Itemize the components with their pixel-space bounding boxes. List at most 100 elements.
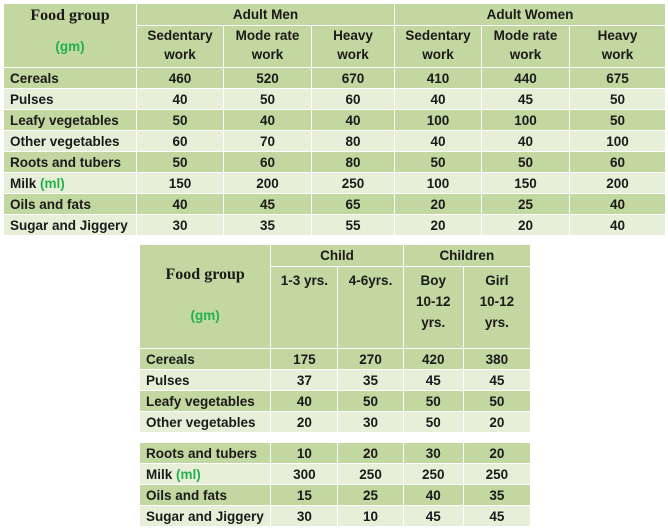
column-header: Sedentary work [394, 25, 483, 68]
group-header-adult-women: Adult Women [394, 3, 667, 26]
value-cell: 440 [481, 67, 571, 89]
value-cell: 50 [481, 151, 571, 173]
column-header: Heavy work [569, 25, 667, 68]
row-label: Oils and fats [3, 193, 137, 215]
value-cell: 60 [569, 151, 667, 173]
value-cell: 150 [136, 172, 224, 194]
column-header-line: Sedentary [405, 28, 471, 43]
row-label: Milk (ml) [3, 172, 137, 194]
value-cell: 50 [394, 151, 483, 173]
value-cell: 250 [337, 463, 404, 485]
child-requirements-table-continued: Roots and tubers 10 20 30 20 Milk (ml) 300 250 2… [138, 442, 532, 527]
value-cell: 100 [394, 172, 483, 194]
value-cell: 35 [223, 214, 312, 236]
value-cell: 50 [569, 109, 667, 131]
value-cell: 80 [310, 130, 396, 152]
table-row: Leafy vegetables 40 50 50 50 [138, 390, 532, 412]
food-name: Milk [10, 175, 37, 191]
table-row: Leafy vegetables 50 40 40 100 100 50 [3, 109, 667, 131]
column-header: 1-3 yrs. [270, 266, 339, 349]
value-cell: 20 [337, 442, 404, 464]
value-cell: 40 [270, 390, 339, 412]
table-row: Pulses 37 35 45 45 [138, 369, 532, 391]
column-header-line: 4-6yrs. [348, 273, 393, 288]
column-header-line: Mode rate [235, 28, 300, 43]
value-cell: 200 [569, 172, 667, 194]
value-cell: 45 [223, 193, 312, 215]
value-cell: 150 [481, 172, 571, 194]
value-cell: 20 [394, 214, 483, 236]
unit-label: (gm) [190, 308, 220, 323]
value-cell: 55 [310, 214, 396, 236]
column-header-line: Girl [485, 273, 509, 288]
value-cell: 20 [270, 411, 339, 433]
food-name: Leafy vegetables [146, 393, 255, 409]
value-cell: 100 [569, 130, 667, 152]
value-cell: 30 [270, 505, 339, 527]
row-label: Milk (ml) [138, 463, 272, 485]
food-group-title: Food group [30, 7, 110, 24]
value-cell: 40 [569, 214, 667, 236]
row-label: Sugar and Jiggery [3, 214, 137, 236]
column-header-row: Sedentary work Mode rate work Heavy work Seden… [3, 25, 667, 68]
value-cell: 250 [310, 172, 396, 194]
value-cell: 40 [481, 130, 571, 152]
row-label: Roots and tubers [3, 151, 137, 173]
column-header: Mode rate work [481, 25, 571, 68]
value-cell: 45 [402, 505, 464, 527]
value-cell: 460 [136, 67, 224, 89]
value-cell: 30 [136, 214, 224, 236]
group-header-child: Child [270, 244, 404, 267]
value-cell: 40 [394, 130, 483, 152]
value-cell: 50 [402, 390, 464, 412]
value-cell: 380 [462, 348, 532, 370]
value-cell: 20 [462, 411, 532, 433]
value-cell: 25 [337, 484, 404, 506]
value-cell: 50 [223, 88, 312, 110]
food-name: Pulses [146, 372, 190, 388]
value-cell: 35 [337, 369, 404, 391]
food-name: Sugar and Jiggery [146, 508, 264, 524]
value-cell: 250 [402, 463, 464, 485]
table-row: Milk (ml) 300 250 250 250 [138, 463, 532, 485]
table-row: Sugar and Jiggery 30 10 45 45 [138, 505, 532, 527]
value-cell: 10 [337, 505, 404, 527]
column-header-line: work [601, 47, 634, 62]
food-name: Cereals [146, 351, 195, 367]
row-label: Cereals [3, 67, 137, 89]
column-header: Mode rate work [223, 25, 312, 68]
value-cell: 250 [462, 463, 532, 485]
unit-label: (gm) [55, 39, 85, 54]
table-row: Cereals 175 270 420 380 [138, 348, 532, 370]
column-header-line: yrs. [421, 315, 446, 330]
value-cell: 20 [481, 214, 571, 236]
table-row: Oils and fats 15 25 40 35 [138, 484, 532, 506]
unit-label: (ml) [40, 175, 65, 191]
row-label: Oils and fats [138, 484, 272, 506]
value-cell: 520 [223, 67, 312, 89]
row-label: Other vegetables [138, 411, 272, 433]
table-row: Other vegetables 20 30 50 20 [138, 411, 532, 433]
value-cell: 40 [223, 109, 312, 131]
food-name: Sugar and Jiggery [10, 217, 128, 233]
value-cell: 100 [394, 109, 483, 131]
row-label: Cereals [138, 348, 272, 370]
value-cell: 15 [270, 484, 339, 506]
row-label: Other vegetables [3, 130, 137, 152]
value-cell: 10 [270, 442, 339, 464]
food-name: Milk [146, 466, 173, 482]
column-header: Heavy work [310, 25, 396, 68]
value-cell: 200 [223, 172, 312, 194]
value-cell: 410 [394, 67, 483, 89]
value-cell: 70 [223, 130, 312, 152]
value-cell: 300 [270, 463, 339, 485]
column-header-line: work [422, 47, 454, 62]
food-name: Other vegetables [146, 414, 256, 430]
table-row: Other vegetables 60 70 80 40 40 100 [3, 130, 667, 152]
food-group-title: Food group [165, 266, 245, 283]
table-row: Oils and fats 40 45 65 20 25 40 [3, 193, 667, 215]
value-cell: 60 [223, 151, 312, 173]
value-cell: 80 [310, 151, 396, 173]
food-name: Other vegetables [10, 133, 120, 149]
table-row: Pulses 40 50 60 40 45 50 [3, 88, 667, 110]
